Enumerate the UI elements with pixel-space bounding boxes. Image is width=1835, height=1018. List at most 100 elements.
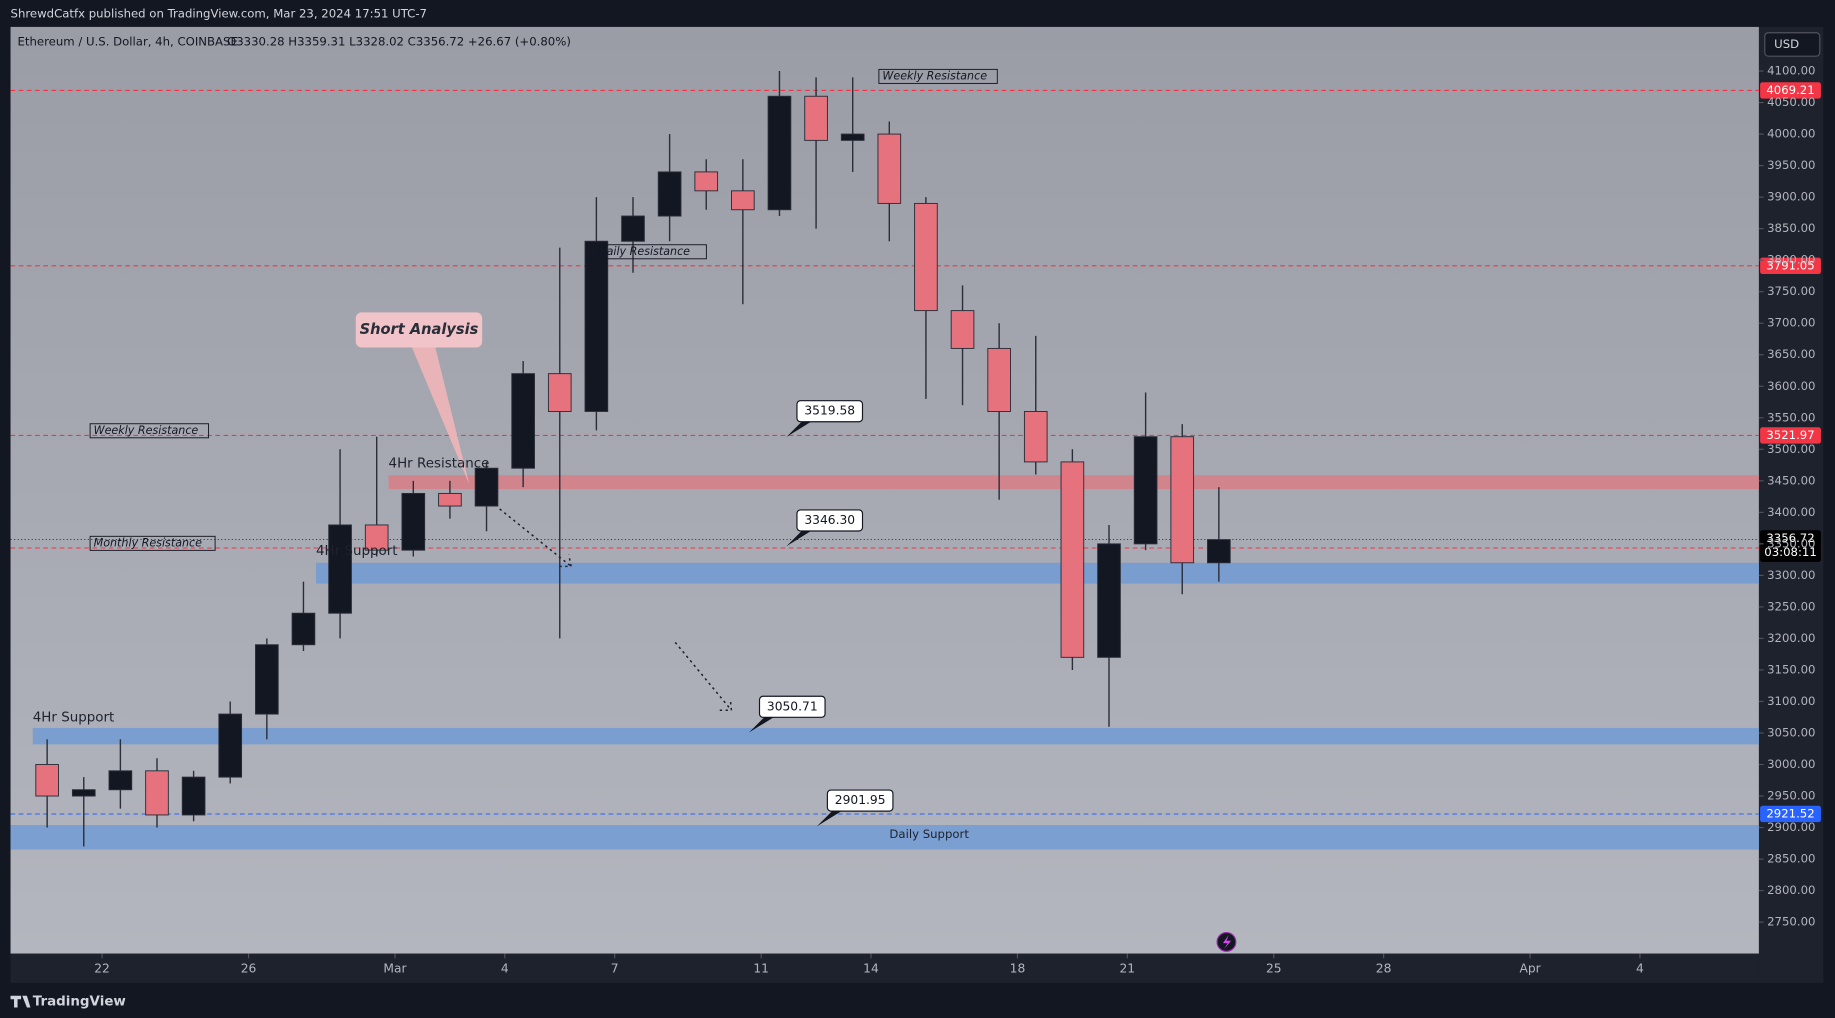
candle-body [1060, 461, 1085, 658]
y-tick-label: 2800.00 [1767, 883, 1815, 897]
candle-body [108, 770, 133, 791]
candle-body [328, 524, 352, 614]
zone-label: 4Hr Support [33, 710, 115, 725]
candle-body [71, 789, 96, 797]
candle-body [364, 524, 389, 551]
zone [10, 825, 1759, 850]
countdown: 03:08:11 [1764, 545, 1817, 559]
candle-body [255, 644, 279, 715]
candle-body [511, 373, 535, 469]
price-axis [1758, 26, 1824, 983]
x-tick-label: 18 [1010, 961, 1026, 975]
level-tag: Daily Resistance [598, 245, 690, 258]
time-axis [10, 953, 1759, 983]
y-tick-label: 3300.00 [1767, 568, 1815, 582]
candle-body [914, 202, 938, 312]
candle-body [474, 467, 499, 507]
currency[interactable]: USD [1774, 37, 1799, 51]
level-tag-box [878, 68, 998, 84]
y-tick-label: 3150.00 [1767, 662, 1815, 676]
y-tick-label: 2850.00 [1767, 852, 1815, 866]
level-tag-box [89, 535, 216, 551]
zone-label: 4Hr Resistance [389, 456, 490, 471]
y-tick-label: 2750.00 [1767, 915, 1815, 929]
level-tag-box [89, 423, 210, 439]
published-line: ShrewdCatfx published on TradingView.com… [11, 7, 427, 21]
level-tag-box [594, 244, 707, 260]
x-tick-label: 4 [1636, 961, 1644, 975]
callout-label: 2901.95 [835, 793, 886, 807]
zone-label: 4Hr Support [316, 544, 398, 559]
y-tick-label: 3900.00 [1767, 190, 1815, 204]
candle-body [35, 764, 59, 797]
logo [10, 995, 31, 1008]
candle-body [1133, 436, 1158, 545]
x-tick-label: 22 [94, 961, 110, 975]
candle-body [1097, 543, 1121, 658]
y-tick-label: 3250.00 [1767, 599, 1815, 613]
x-tick-label: 7 [611, 961, 619, 975]
callout-box [826, 789, 894, 812]
callout-label: 3519.58 [804, 404, 855, 418]
x-tick-label: Apr [1519, 961, 1541, 975]
level-badge [1760, 427, 1821, 444]
y-tick-label: 3350.00 [1767, 536, 1815, 550]
level-tag: Weekly Resistance [94, 424, 199, 437]
level-badge [1760, 257, 1821, 275]
candle-body [145, 770, 169, 816]
candle-body [767, 95, 792, 211]
y-tick-label: 3450.00 [1767, 473, 1815, 487]
candle-body [840, 133, 865, 141]
y-tick-label: 3050.00 [1767, 725, 1815, 739]
candle-body [694, 171, 719, 192]
candle-body [1170, 436, 1195, 564]
x-tick-label: 11 [753, 961, 769, 975]
candle-body [218, 713, 243, 778]
brand: TradingView [33, 995, 126, 1010]
y-tick-label: 3650.00 [1767, 347, 1815, 361]
y-tick-label: 2900.00 [1767, 820, 1815, 834]
level-badge-label: 3521.97 [1766, 428, 1814, 442]
y-tick-label: 3600.00 [1767, 379, 1815, 393]
arrow [499, 508, 573, 568]
callout-box [758, 695, 826, 718]
candle-body [1207, 539, 1231, 564]
callout-label: 3050.71 [767, 699, 818, 713]
note-box [355, 312, 483, 348]
y-tick-label: 4050.00 [1767, 95, 1815, 109]
currency-button[interactable] [1764, 32, 1821, 57]
y-tick-label: 3500.00 [1767, 442, 1815, 456]
candle-body [731, 190, 755, 211]
event-bolt [1222, 934, 1232, 949]
y-tick-label: 3400.00 [1767, 505, 1815, 519]
y-tick-label: 3850.00 [1767, 221, 1815, 235]
last-price-badge [1760, 530, 1821, 562]
level-tag: Weekly Resistance [882, 69, 987, 82]
candle-body [291, 612, 316, 646]
x-tick-label: 4 [501, 961, 509, 975]
y-tick-label: 3550.00 [1767, 410, 1815, 424]
x-tick-label: 26 [241, 961, 257, 975]
level-badge-label: 2921.52 [1766, 806, 1814, 820]
y-tick-label: 2950.00 [1767, 789, 1815, 803]
candle-body [950, 310, 975, 349]
candle-body [657, 171, 682, 217]
candle-body [438, 492, 462, 507]
candle-body [621, 215, 645, 242]
level-badge-label: 3791.05 [1766, 258, 1814, 272]
callout-pointer [786, 421, 812, 437]
level-badge [1760, 82, 1821, 99]
candle-body [584, 240, 609, 412]
y-tick-label: 4100.00 [1767, 64, 1815, 78]
y-tick-label: 3100.00 [1767, 694, 1815, 708]
y-tick-label: 3700.00 [1767, 316, 1815, 330]
candle-body [401, 492, 426, 551]
candle-body [987, 347, 1011, 412]
candle-body [877, 133, 902, 204]
y-tick-label: 3800.00 [1767, 253, 1815, 267]
x-tick-label: 28 [1376, 961, 1392, 975]
x-tick-label: 14 [863, 961, 879, 975]
y-tick-label: 4000.00 [1767, 127, 1815, 141]
